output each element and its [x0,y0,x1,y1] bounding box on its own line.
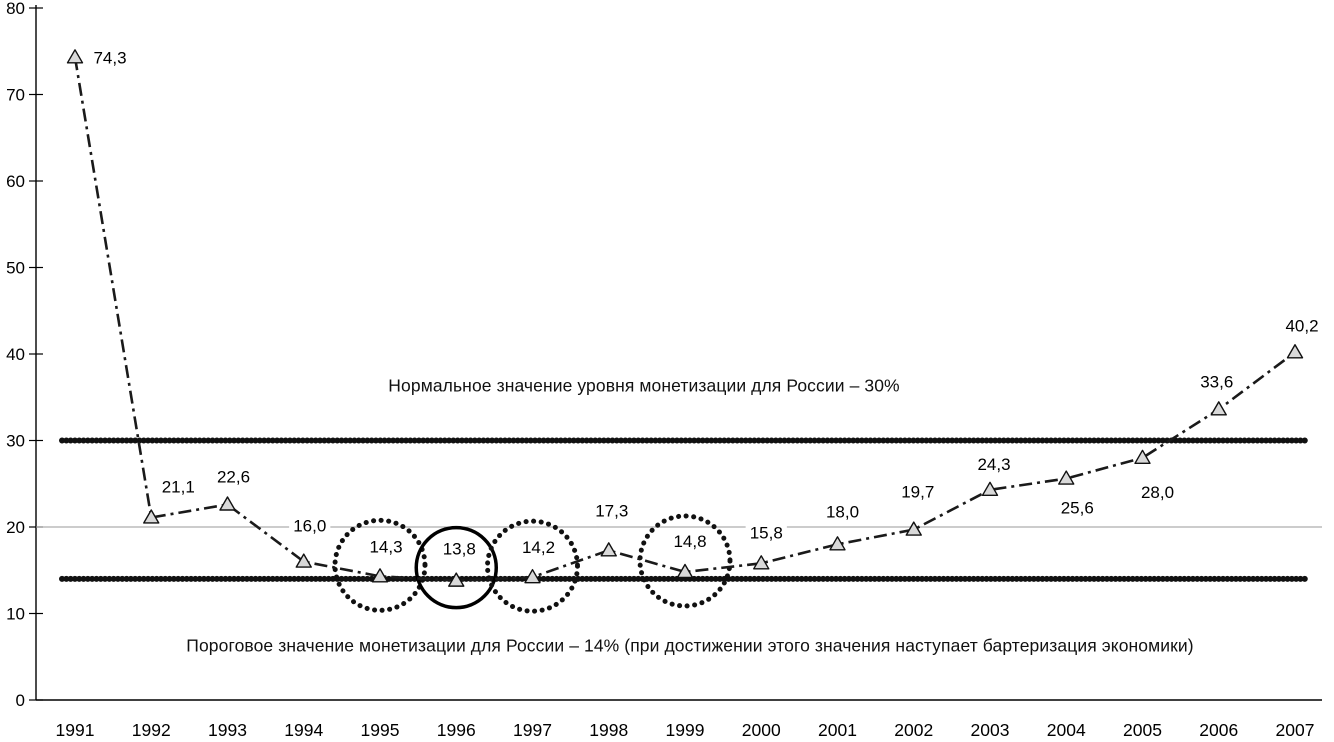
x-tick-label-1996: 1996 [437,720,476,740]
y-tick-label-70: 70 [6,86,25,105]
marker-1994 [295,553,312,568]
value-label-bg-1991 [89,47,131,68]
value-label-1995: 14,3 [369,537,402,556]
marker-1999 [676,563,694,579]
value-label-2006: 33,6 [1200,372,1233,391]
x-tick-label-1995: 1995 [361,720,400,740]
value-label-bg-1995 [365,536,407,557]
x-tick-label-2003: 2003 [971,720,1010,740]
value-label-2002: 19,7 [901,483,934,502]
value-label-bg-2000 [745,522,787,543]
y-tick-label-50: 50 [6,259,25,278]
value-label-bg-2003 [973,453,1015,474]
x-tick-label-2005: 2005 [1123,720,1162,740]
x-tick-label-2006: 2006 [1199,720,1238,740]
value-label-1993: 22,6 [217,468,250,487]
value-label-1998: 17,3 [595,501,628,520]
value-label-1992: 21,1 [162,477,195,496]
marker-1991 [66,49,84,64]
x-tick-label-1997: 1997 [513,720,552,740]
value-label-bg-1998 [591,500,633,521]
value-label-2004: 25,6 [1061,499,1094,518]
highlight-circle-1999 [637,513,733,609]
x-tick-label-2002: 2002 [894,720,933,740]
marker-1996 [448,572,465,587]
x-tick-label-1992: 1992 [132,720,171,740]
y-tick-label-60: 60 [6,172,25,191]
x-tick-label-1999: 1999 [666,720,705,740]
value-label-2001: 18,0 [826,502,859,521]
highlight-circle-1996 [414,525,498,610]
marker-2002 [905,521,922,536]
value-label-1996: 13,8 [443,540,476,559]
x-tick-label-2000: 2000 [742,720,781,740]
marker-1997 [524,568,541,584]
value-label-bg-2007 [1281,315,1323,336]
value-label-bg-2002 [897,481,939,502]
y-tick-label-80: 80 [6,0,25,18]
value-label-bg-1997 [517,537,560,558]
normal-level-annotation: Нормальное значение уровня монетизации д… [388,375,900,396]
value-label-bg-2006 [1196,371,1238,392]
value-label-1994: 16,0 [293,517,326,536]
marker-2001 [829,536,846,551]
marker-2004 [1058,470,1075,485]
x-tick-label-1993: 1993 [208,720,247,740]
highlight-circle-1995 [332,517,428,613]
highlight-circle-1997 [485,518,580,614]
marker-2003 [981,481,999,497]
value-label-bg-2001 [821,501,864,522]
x-tick-label-2004: 2004 [1047,720,1086,740]
y-tick-label-0: 0 [16,691,25,710]
value-label-2000: 15,8 [750,523,783,542]
value-label-bg-1994 [289,515,331,536]
marker-1998 [600,542,617,557]
value-label-1991: 74,3 [93,48,126,67]
x-tick-label-2007: 2007 [1276,720,1315,740]
marker-2007 [1286,344,1304,359]
value-label-1997: 14,2 [522,538,555,557]
marker-2005 [1134,449,1151,464]
marker-1995 [371,568,389,583]
y-tick-label-10: 10 [6,605,25,624]
x-tick-label-2001: 2001 [818,720,857,740]
value-label-bg-1999 [669,530,711,551]
value-label-bg-1992 [157,476,199,497]
y-tick-label-40: 40 [6,345,25,364]
value-label-bg-2004 [1056,497,1098,518]
x-tick-label-1998: 1998 [589,720,628,740]
value-label-bg-1996 [438,538,480,559]
marker-1993 [219,496,236,511]
y-tick-label-30: 30 [6,432,25,451]
value-label-2007: 40,2 [1285,316,1318,335]
value-label-2003: 24,3 [977,455,1010,474]
x-tick-label-1991: 1991 [56,720,95,740]
marker-2006 [1210,401,1227,416]
threshold-level-annotation: Пороговое значение монетизации для Росси… [186,635,1194,656]
y-tick-label-20: 20 [6,518,25,537]
marker-1992 [143,509,160,524]
x-tick-label-1994: 1994 [284,720,323,740]
marker-2000 [753,555,770,570]
value-label-bg-2005 [1136,481,1179,502]
data-line [73,57,1296,582]
value-label-1999: 14,8 [673,532,706,551]
value-label-2005: 28,0 [1141,483,1174,502]
value-label-bg-1993 [212,466,255,487]
